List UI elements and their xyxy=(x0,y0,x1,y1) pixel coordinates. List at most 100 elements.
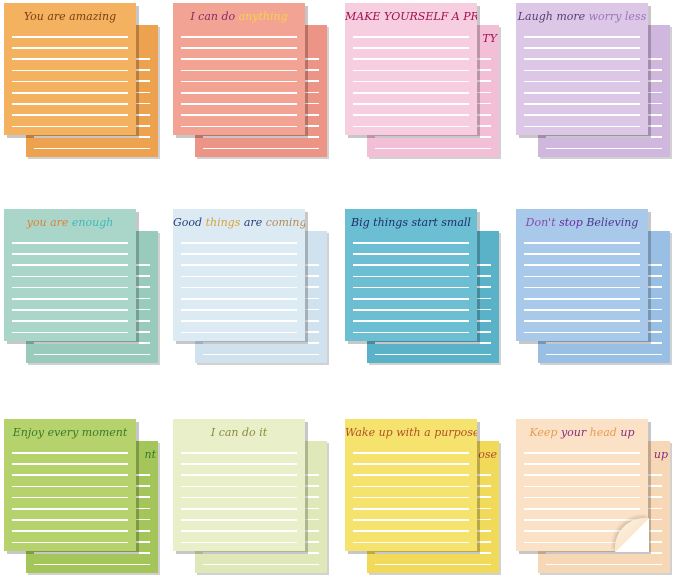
ruled-line xyxy=(546,147,662,150)
front-sheet: Laugh more worry less xyxy=(516,3,648,135)
note-title: Good things are coming xyxy=(173,216,305,229)
ruled-line xyxy=(524,496,640,499)
front-sheet: Keep your head up xyxy=(516,419,649,552)
ruled-line xyxy=(12,103,128,105)
ruled-line xyxy=(12,508,128,510)
ruled-line xyxy=(353,320,469,322)
ruled-line xyxy=(181,331,297,334)
ruled-line xyxy=(524,286,640,289)
title-segment: worry less xyxy=(588,10,647,23)
ruled-line xyxy=(12,36,128,38)
ruled-line xyxy=(353,530,469,532)
ruled-line xyxy=(12,331,128,334)
page-curl xyxy=(615,518,649,552)
ruled-line xyxy=(524,485,640,488)
ruled-line xyxy=(12,452,128,454)
ruled-line xyxy=(12,519,128,521)
ruled-line xyxy=(181,242,297,244)
ruled-line xyxy=(12,264,128,266)
ruled-line xyxy=(181,485,297,488)
title-segment: Big things start small xyxy=(351,216,471,229)
front-sheet: Wake up with a purpose xyxy=(345,419,477,551)
sticky-note-pad: I can do it xyxy=(173,419,333,579)
ruled-line xyxy=(181,92,297,94)
title-segment: Believing xyxy=(586,216,639,229)
ruled-line xyxy=(12,286,128,289)
ruled-line xyxy=(181,114,297,116)
note-title: up xyxy=(653,448,668,461)
ruled-line xyxy=(524,474,640,476)
title-segment: Good xyxy=(173,216,206,229)
ruled-line xyxy=(524,92,640,94)
sticky-note-pad: You are amazing xyxy=(4,3,164,163)
ruled-line xyxy=(12,114,128,116)
sticky-note-pad: Don't stop Believing xyxy=(516,209,676,369)
sticky-note-pad: Good things are coming xyxy=(173,209,333,369)
title-segment: amazing xyxy=(69,10,117,23)
sticky-note-pad: nt Enjoy every moment xyxy=(4,419,164,579)
ruled-line xyxy=(375,353,491,356)
title-segment: head xyxy=(589,426,621,439)
ruled-line xyxy=(524,275,640,278)
ruled-line xyxy=(375,136,491,138)
ruled-line xyxy=(524,242,640,244)
sticky-note-pad: Laugh more worry less xyxy=(516,3,676,163)
ruled-line xyxy=(353,125,469,128)
ruled-line xyxy=(353,92,469,94)
ruled-line xyxy=(12,309,128,311)
ruled-line xyxy=(181,103,297,105)
ruled-line xyxy=(12,485,128,488)
ruled-line xyxy=(12,541,128,544)
note-title: Keep your head up xyxy=(516,426,648,439)
title-segment: I can do xyxy=(190,10,239,23)
ruled-line xyxy=(375,563,491,566)
title-segment: Wake up with a purpose xyxy=(345,426,477,439)
front-sheet: Don't stop Believing xyxy=(516,209,648,341)
ruled-line xyxy=(353,114,469,116)
title-segment: anything xyxy=(238,10,288,23)
note-title: TY xyxy=(482,32,497,45)
ruled-line xyxy=(353,309,469,311)
ruled-line xyxy=(546,342,662,344)
ruled-line xyxy=(353,485,469,488)
ruled-line xyxy=(524,298,640,300)
ruled-line xyxy=(524,530,640,532)
ruled-line xyxy=(524,508,640,510)
front-sheet: You are amazing xyxy=(4,3,136,135)
ruled-line xyxy=(181,264,297,266)
ruled-line xyxy=(203,563,319,566)
ruled-line xyxy=(353,103,469,105)
ruled-line xyxy=(34,147,150,150)
title-segment: stop xyxy=(559,216,587,229)
ruled-line xyxy=(203,136,319,138)
ruled-line xyxy=(524,463,640,465)
ruled-line xyxy=(12,80,128,83)
ruled-line xyxy=(524,331,640,334)
ruled-line xyxy=(353,264,469,266)
ruled-line xyxy=(353,69,469,72)
ruled-line xyxy=(353,36,469,38)
note-title: Wake up with a purpose xyxy=(345,426,477,439)
ruled-line xyxy=(34,563,150,566)
ruled-line xyxy=(524,103,640,105)
ruled-line xyxy=(181,36,297,38)
ruled-line xyxy=(12,530,128,532)
ruled-line xyxy=(524,253,640,255)
note-title: Laugh more worry less xyxy=(516,10,648,23)
note-title: Enjoy every moment xyxy=(4,426,136,439)
ruled-line xyxy=(12,47,128,49)
title-segment: Enjoy every moment xyxy=(12,426,128,439)
title-segment: MAKE YOURSELF A PRIORITY xyxy=(345,10,477,23)
ruled-line xyxy=(203,342,319,344)
ruled-line xyxy=(375,342,491,344)
title-segment: Don't xyxy=(525,216,560,229)
ruled-line xyxy=(12,275,128,278)
ruled-line xyxy=(12,242,128,244)
ruled-line xyxy=(12,474,128,476)
ruled-line xyxy=(353,541,469,544)
title-segment: your xyxy=(560,426,590,439)
ruled-line xyxy=(181,80,297,83)
ruled-line xyxy=(181,474,297,476)
ruled-line xyxy=(353,242,469,244)
ruled-line xyxy=(181,125,297,128)
